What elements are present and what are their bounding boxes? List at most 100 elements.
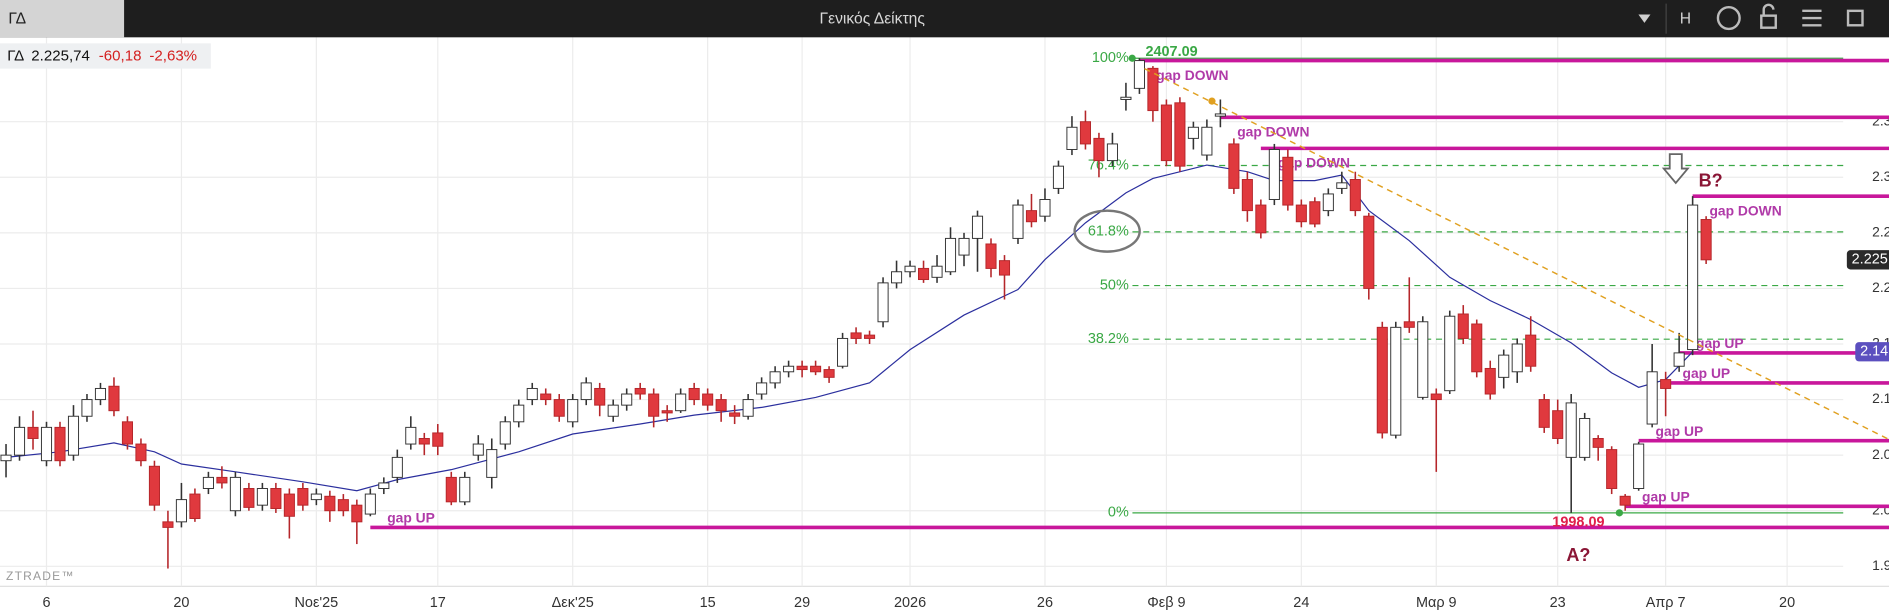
candle-body [513, 404, 525, 423]
gap-label: gap DOWN [1278, 155, 1350, 171]
candle-body [715, 399, 727, 412]
y-tick-label: 1.9 [1872, 557, 1889, 573]
candle-body [1619, 495, 1631, 506]
candle-body [40, 426, 53, 462]
candle-body [364, 493, 376, 515]
low-label: 1998.09 [1552, 514, 1604, 530]
candle-body [499, 421, 511, 445]
candle-body [67, 415, 80, 456]
candle-body [1241, 179, 1253, 212]
candle-body [1417, 321, 1429, 398]
candle-body [1025, 210, 1038, 223]
lock-icon[interactable] [1760, 14, 1777, 29]
annotation-b: B? [1699, 171, 1723, 191]
lock-shackle [1762, 3, 1775, 16]
candle-body [1079, 121, 1091, 145]
candle-body [418, 437, 430, 445]
candle-body [540, 393, 552, 401]
x-tick-label: 20 [173, 595, 189, 611]
y-tick-label: 2.3 [1872, 168, 1889, 184]
quote-icon[interactable] [1716, 6, 1741, 31]
candle-body [634, 387, 646, 395]
candle-body [526, 387, 538, 401]
candle-body [864, 334, 876, 339]
candle-body [661, 410, 673, 414]
candle-body [1579, 417, 1591, 458]
quote-change-pct: -2,63% [149, 48, 197, 65]
x-tick-label: 23 [1550, 595, 1566, 611]
candle-body [175, 499, 187, 523]
candle-body [998, 260, 1011, 276]
candle-body [823, 369, 835, 378]
x-tick-label: 2026 [894, 595, 926, 611]
candle-body [1498, 354, 1510, 378]
candle-body [837, 337, 849, 367]
menu-icon[interactable] [1802, 9, 1822, 27]
candle-body [54, 426, 66, 462]
trend-line [1144, 67, 1889, 441]
candle-body [810, 365, 822, 373]
candle-body [391, 456, 403, 478]
candle-body [378, 482, 390, 489]
window-icon[interactable] [1846, 9, 1864, 27]
high-point [1128, 54, 1136, 62]
candle-body [1322, 193, 1334, 212]
y-tick-label: 2.2 [1872, 224, 1889, 240]
candle-body [1187, 126, 1199, 139]
candle-body [270, 488, 282, 509]
candle-body [1363, 215, 1375, 289]
candle-body [81, 399, 93, 417]
low-point [1615, 509, 1623, 517]
candle-body [607, 404, 619, 417]
candle-body [459, 476, 471, 503]
candle-body [985, 243, 997, 269]
y-tick-label: 2.1 [1872, 390, 1889, 406]
candle-body [567, 399, 579, 423]
annotation-a: A? [1566, 545, 1590, 565]
symbol-tab[interactable] [0, 0, 125, 38]
moving-average [5, 164, 1694, 492]
candle-body [1687, 204, 1699, 351]
candle-body [324, 495, 336, 512]
candle-body [229, 476, 241, 512]
candle-body [1606, 449, 1618, 489]
candle-body [135, 443, 147, 462]
x-tick-label: 29 [794, 595, 810, 611]
dropdown-icon[interactable] [1638, 14, 1651, 23]
fib-label: 38.2% [1088, 331, 1129, 347]
candle-body [648, 393, 660, 417]
symbol-tab-text[interactable]: ΓΔ [8, 10, 26, 27]
candle-body [1201, 126, 1213, 156]
candle-body [1552, 410, 1564, 439]
candle-body [742, 399, 754, 417]
x-tick-label: 6 [42, 595, 50, 611]
candle-body [27, 426, 39, 439]
candle-body [121, 421, 134, 445]
candle-body [1376, 326, 1388, 434]
gap-label: gap UP [1642, 489, 1690, 505]
candle-body [1255, 204, 1267, 234]
price-badge [1846, 250, 1889, 270]
candle-body [1525, 334, 1537, 367]
x-tick-label: 20 [1779, 595, 1795, 611]
price-badge-label: 2.14 [1860, 344, 1888, 360]
candle-body [1309, 201, 1321, 225]
candle-body [1444, 315, 1456, 392]
header-title: Γενικός Δείκτης [820, 10, 926, 27]
candle-body [472, 443, 484, 456]
fib-label: 61.8% [1088, 224, 1129, 240]
candle-body [0, 454, 12, 462]
candle-body [216, 476, 228, 484]
x-tick-label: Απρ 7 [1646, 595, 1686, 611]
candle-body [769, 371, 781, 384]
trend-point [1208, 97, 1216, 105]
y-tick-label: 2.2 [1872, 279, 1889, 295]
candle-body [1592, 437, 1604, 448]
candle-body [310, 493, 322, 501]
fib-label: 76.4% [1088, 157, 1129, 173]
candle-body [1052, 165, 1065, 189]
candle-body [850, 332, 862, 339]
header-button[interactable]: H [1680, 10, 1691, 27]
